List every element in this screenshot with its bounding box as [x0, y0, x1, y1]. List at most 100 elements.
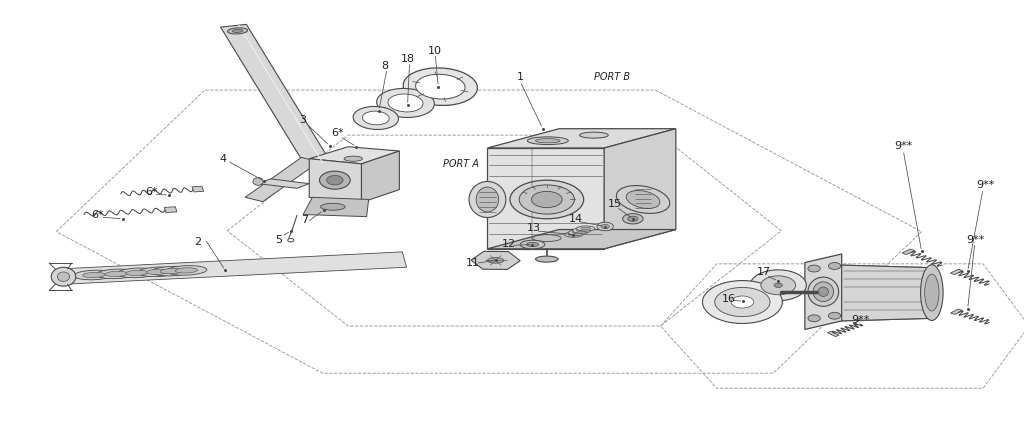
Ellipse shape — [105, 271, 128, 277]
Text: 6*: 6* — [332, 128, 344, 138]
Text: 10: 10 — [428, 45, 442, 56]
Polygon shape — [487, 230, 676, 249]
Ellipse shape — [117, 268, 158, 278]
Ellipse shape — [253, 178, 263, 185]
Ellipse shape — [828, 312, 841, 319]
Text: 11: 11 — [466, 257, 480, 268]
Ellipse shape — [175, 268, 198, 273]
Ellipse shape — [628, 216, 638, 221]
Ellipse shape — [572, 228, 591, 233]
Ellipse shape — [580, 132, 608, 138]
Ellipse shape — [469, 181, 506, 218]
Ellipse shape — [344, 156, 362, 161]
Ellipse shape — [146, 269, 169, 275]
Ellipse shape — [152, 266, 191, 276]
Polygon shape — [487, 148, 604, 249]
Polygon shape — [361, 151, 399, 202]
Text: 1: 1 — [517, 72, 523, 82]
Text: 13: 13 — [526, 223, 541, 233]
Ellipse shape — [227, 28, 248, 34]
Ellipse shape — [536, 256, 558, 262]
Ellipse shape — [627, 190, 659, 208]
Ellipse shape — [577, 226, 595, 231]
Ellipse shape — [96, 269, 137, 279]
Ellipse shape — [416, 74, 465, 99]
Ellipse shape — [51, 267, 76, 286]
Ellipse shape — [761, 276, 796, 295]
Ellipse shape — [715, 287, 770, 317]
Text: 3: 3 — [300, 115, 306, 125]
Polygon shape — [245, 157, 319, 202]
Polygon shape — [193, 186, 204, 192]
Ellipse shape — [327, 175, 343, 185]
Ellipse shape — [137, 267, 178, 277]
Polygon shape — [309, 147, 399, 164]
Text: 9**: 9** — [851, 314, 869, 325]
Text: 7: 7 — [302, 214, 308, 225]
Ellipse shape — [83, 272, 105, 278]
Text: 4: 4 — [220, 154, 226, 164]
Text: 2: 2 — [195, 237, 201, 248]
Ellipse shape — [519, 185, 574, 214]
Text: 18: 18 — [400, 54, 415, 64]
Text: 14: 14 — [568, 214, 583, 224]
Polygon shape — [950, 309, 963, 314]
Ellipse shape — [808, 265, 820, 272]
Ellipse shape — [750, 270, 807, 301]
Ellipse shape — [616, 186, 670, 213]
Ellipse shape — [623, 214, 643, 224]
Ellipse shape — [161, 269, 182, 274]
Ellipse shape — [362, 111, 389, 125]
Ellipse shape — [808, 277, 839, 306]
Polygon shape — [309, 159, 361, 202]
Ellipse shape — [531, 191, 562, 208]
Polygon shape — [487, 129, 676, 148]
Ellipse shape — [526, 242, 539, 247]
Text: 5: 5 — [275, 235, 282, 245]
Polygon shape — [950, 269, 963, 275]
Ellipse shape — [828, 263, 841, 269]
Ellipse shape — [813, 282, 834, 302]
Polygon shape — [220, 24, 331, 164]
Ellipse shape — [731, 296, 754, 308]
Ellipse shape — [166, 266, 207, 275]
Ellipse shape — [532, 235, 561, 242]
Ellipse shape — [353, 106, 398, 130]
Text: 16: 16 — [722, 294, 736, 305]
Ellipse shape — [774, 283, 782, 287]
Ellipse shape — [388, 94, 423, 112]
Ellipse shape — [319, 171, 350, 189]
Ellipse shape — [818, 287, 828, 296]
Ellipse shape — [57, 272, 70, 281]
Text: 15: 15 — [607, 199, 622, 209]
Ellipse shape — [377, 88, 434, 118]
Text: 17: 17 — [757, 267, 771, 278]
Text: 6*: 6* — [145, 187, 158, 197]
Ellipse shape — [577, 229, 587, 232]
Polygon shape — [902, 249, 914, 254]
Polygon shape — [303, 197, 369, 217]
Ellipse shape — [702, 281, 782, 323]
Polygon shape — [604, 129, 676, 249]
Ellipse shape — [564, 232, 583, 237]
Text: 12: 12 — [502, 239, 516, 249]
Ellipse shape — [487, 257, 504, 263]
Ellipse shape — [581, 227, 591, 230]
Ellipse shape — [925, 274, 939, 311]
Text: 6*: 6* — [91, 210, 103, 221]
Text: 9**: 9** — [967, 235, 985, 245]
Ellipse shape — [921, 265, 943, 320]
Polygon shape — [805, 254, 842, 329]
Ellipse shape — [597, 222, 613, 231]
Polygon shape — [258, 179, 309, 188]
Ellipse shape — [74, 270, 115, 280]
Ellipse shape — [568, 230, 587, 235]
Ellipse shape — [476, 187, 499, 212]
Polygon shape — [57, 252, 407, 284]
Ellipse shape — [403, 68, 477, 106]
Polygon shape — [164, 207, 177, 212]
Polygon shape — [827, 332, 839, 336]
Text: 8: 8 — [382, 61, 388, 72]
Ellipse shape — [232, 29, 243, 33]
Ellipse shape — [601, 224, 609, 229]
